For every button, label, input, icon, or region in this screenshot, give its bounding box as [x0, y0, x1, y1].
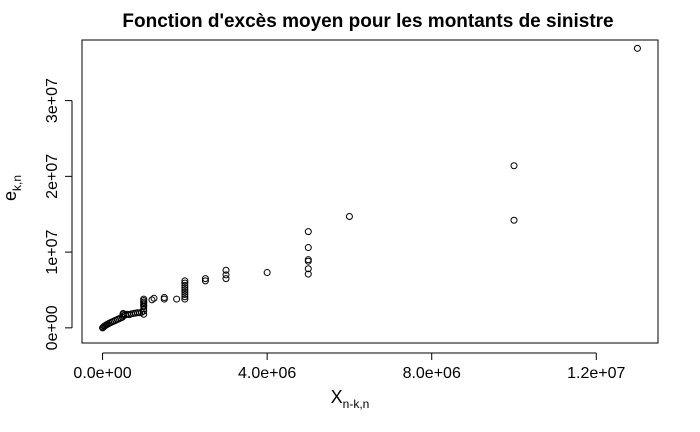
data-point	[222, 271, 230, 279]
x-tick-label: 1.2e+07	[567, 365, 625, 382]
y-tick-label: 0e+00	[44, 305, 61, 350]
data-point	[181, 277, 189, 285]
plot-frame	[81, 39, 659, 344]
x-axis-label-subscript: n-k,n	[343, 397, 370, 411]
data-point	[160, 294, 168, 302]
data-point	[181, 279, 189, 287]
data-point	[181, 293, 189, 301]
data-point	[181, 281, 189, 289]
y-tick-label: 1e+07	[44, 230, 61, 275]
chart-title: Fonction d'excès moyen pour les montants…	[122, 11, 613, 32]
x-axis-label: Xn-k,n	[331, 387, 370, 411]
data-point	[304, 265, 312, 273]
data-point	[510, 162, 518, 170]
data-point	[181, 284, 189, 292]
data-point	[140, 305, 148, 313]
y-axis-label-main: e	[0, 191, 20, 201]
data-point	[148, 296, 156, 304]
x-tick-label: 8.0e+06	[403, 365, 461, 382]
data-point	[304, 270, 312, 278]
data-point	[304, 228, 312, 236]
data-point	[201, 275, 209, 283]
y-axis: 0e+00 1e+07 2e+07 3e+07	[44, 78, 73, 350]
y-tick-label: 2e+07	[44, 154, 61, 199]
data-point	[140, 310, 148, 318]
x-tick-label: 0.0e+00	[73, 365, 131, 382]
data-point	[633, 44, 641, 52]
x-axis-label-main: X	[331, 387, 343, 407]
data-point	[222, 275, 230, 283]
data-points	[99, 44, 641, 332]
data-point	[201, 277, 209, 285]
data-point	[181, 291, 189, 299]
data-point	[173, 295, 181, 303]
data-point	[140, 295, 148, 303]
data-point	[181, 288, 189, 296]
data-point	[181, 286, 189, 294]
y-tick-label: 3e+07	[44, 78, 61, 123]
x-tick-label: 4.0e+06	[238, 365, 296, 382]
data-point	[181, 295, 189, 303]
data-point	[304, 256, 312, 264]
y-axis-label-subscript: k,n	[10, 175, 24, 191]
y-axis-label: ek,n	[0, 175, 24, 201]
data-point	[263, 269, 271, 277]
data-point	[150, 294, 158, 302]
data-point	[304, 244, 312, 252]
data-point	[222, 266, 230, 274]
data-point	[510, 216, 518, 224]
data-point	[134, 309, 142, 317]
x-axis: 0.0e+00 4.0e+06 8.0e+06 1.2e+07	[73, 352, 626, 382]
data-point	[345, 212, 353, 220]
